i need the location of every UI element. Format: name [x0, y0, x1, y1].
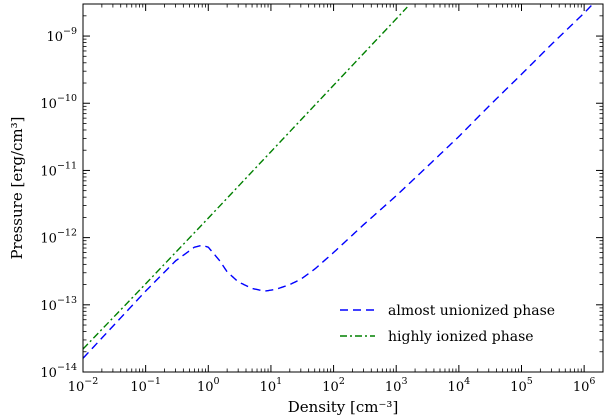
- x-tick-label-base: 10: [385, 380, 402, 395]
- y-tick-label-exponent: −14: [57, 362, 77, 373]
- y-tick-label-exponent: −12: [57, 228, 77, 239]
- series-line-1: [83, 6, 408, 350]
- x-tick-label-exponent: 3: [401, 376, 407, 387]
- x-tick-label-base: 10: [68, 380, 85, 395]
- series-layer: [83, 4, 594, 359]
- x-tick-label-base: 10: [448, 380, 465, 395]
- y-tick-label: 10−13: [40, 295, 77, 314]
- series-line-0: [83, 4, 594, 359]
- plot-frame: [82, 3, 604, 373]
- x-tick-label: 10−1: [130, 376, 161, 395]
- x-tick-label: 103: [385, 376, 408, 395]
- x-tick-label-exponent: −1: [147, 376, 161, 387]
- y-tick-label-base: 10: [40, 97, 57, 112]
- x-tick-label: 105: [510, 376, 533, 395]
- y-tick-label-exponent: −11: [57, 160, 77, 171]
- x-tick-label: 106: [573, 376, 596, 395]
- y-tick-label: 10−12: [40, 228, 77, 247]
- x-tick-label-base: 10: [322, 380, 339, 395]
- x-tick-label: 101: [260, 376, 283, 395]
- x-tick-label-exponent: 0: [214, 376, 220, 387]
- x-tick-label-base: 10: [510, 380, 527, 395]
- x-tick-label: 10−2: [68, 376, 99, 395]
- x-tick-label-exponent: 4: [464, 376, 470, 387]
- x-tick-label: 104: [448, 376, 471, 395]
- y-tick-label: 10−10: [40, 93, 77, 112]
- y-tick-label-exponent: −10: [57, 93, 77, 104]
- y-axis-label: Pressure [erg/cm³]: [8, 116, 26, 259]
- x-tick-label-base: 10: [573, 380, 590, 395]
- y-tick-label-base: 10: [40, 232, 57, 247]
- x-tick-label-base: 10: [197, 380, 214, 395]
- y-tick-label: 10−9: [46, 26, 77, 45]
- y-tick-label: 10−14: [40, 362, 77, 381]
- y-tick-label-base: 10: [40, 164, 57, 179]
- x-tick-label-exponent: 1: [276, 376, 282, 387]
- x-tick-label-exponent: 6: [589, 376, 595, 387]
- y-tick-label-base: 10: [40, 299, 57, 314]
- y-tick-label-base: 10: [46, 30, 63, 45]
- x-axis-label: Density [cm⁻³]: [288, 398, 399, 416]
- ticks-layer: 10−2 10−1 100 101 102 103 104 105 10610−1410−131…: [40, 3, 604, 395]
- legend-label-highly-ionized: highly ionized phase: [388, 329, 534, 345]
- x-tick-label-exponent: 5: [527, 376, 533, 387]
- y-tick-label-exponent: −9: [63, 26, 77, 37]
- x-tick-label-base: 10: [260, 380, 277, 395]
- y-tick-label-base: 10: [40, 366, 57, 381]
- y-tick-label-exponent: −13: [57, 295, 77, 306]
- x-tick-label: 100: [197, 376, 220, 395]
- x-tick-label-exponent: 2: [339, 376, 345, 387]
- x-tick-label-base: 10: [130, 380, 147, 395]
- legend-label-almost-unionized: almost unionized phase: [388, 303, 555, 319]
- x-tick-label-exponent: −2: [84, 376, 98, 387]
- legend: almost unionized phase highly ionized ph…: [340, 303, 555, 345]
- y-tick-label: 10−11: [40, 160, 77, 179]
- x-tick-label: 102: [322, 376, 345, 395]
